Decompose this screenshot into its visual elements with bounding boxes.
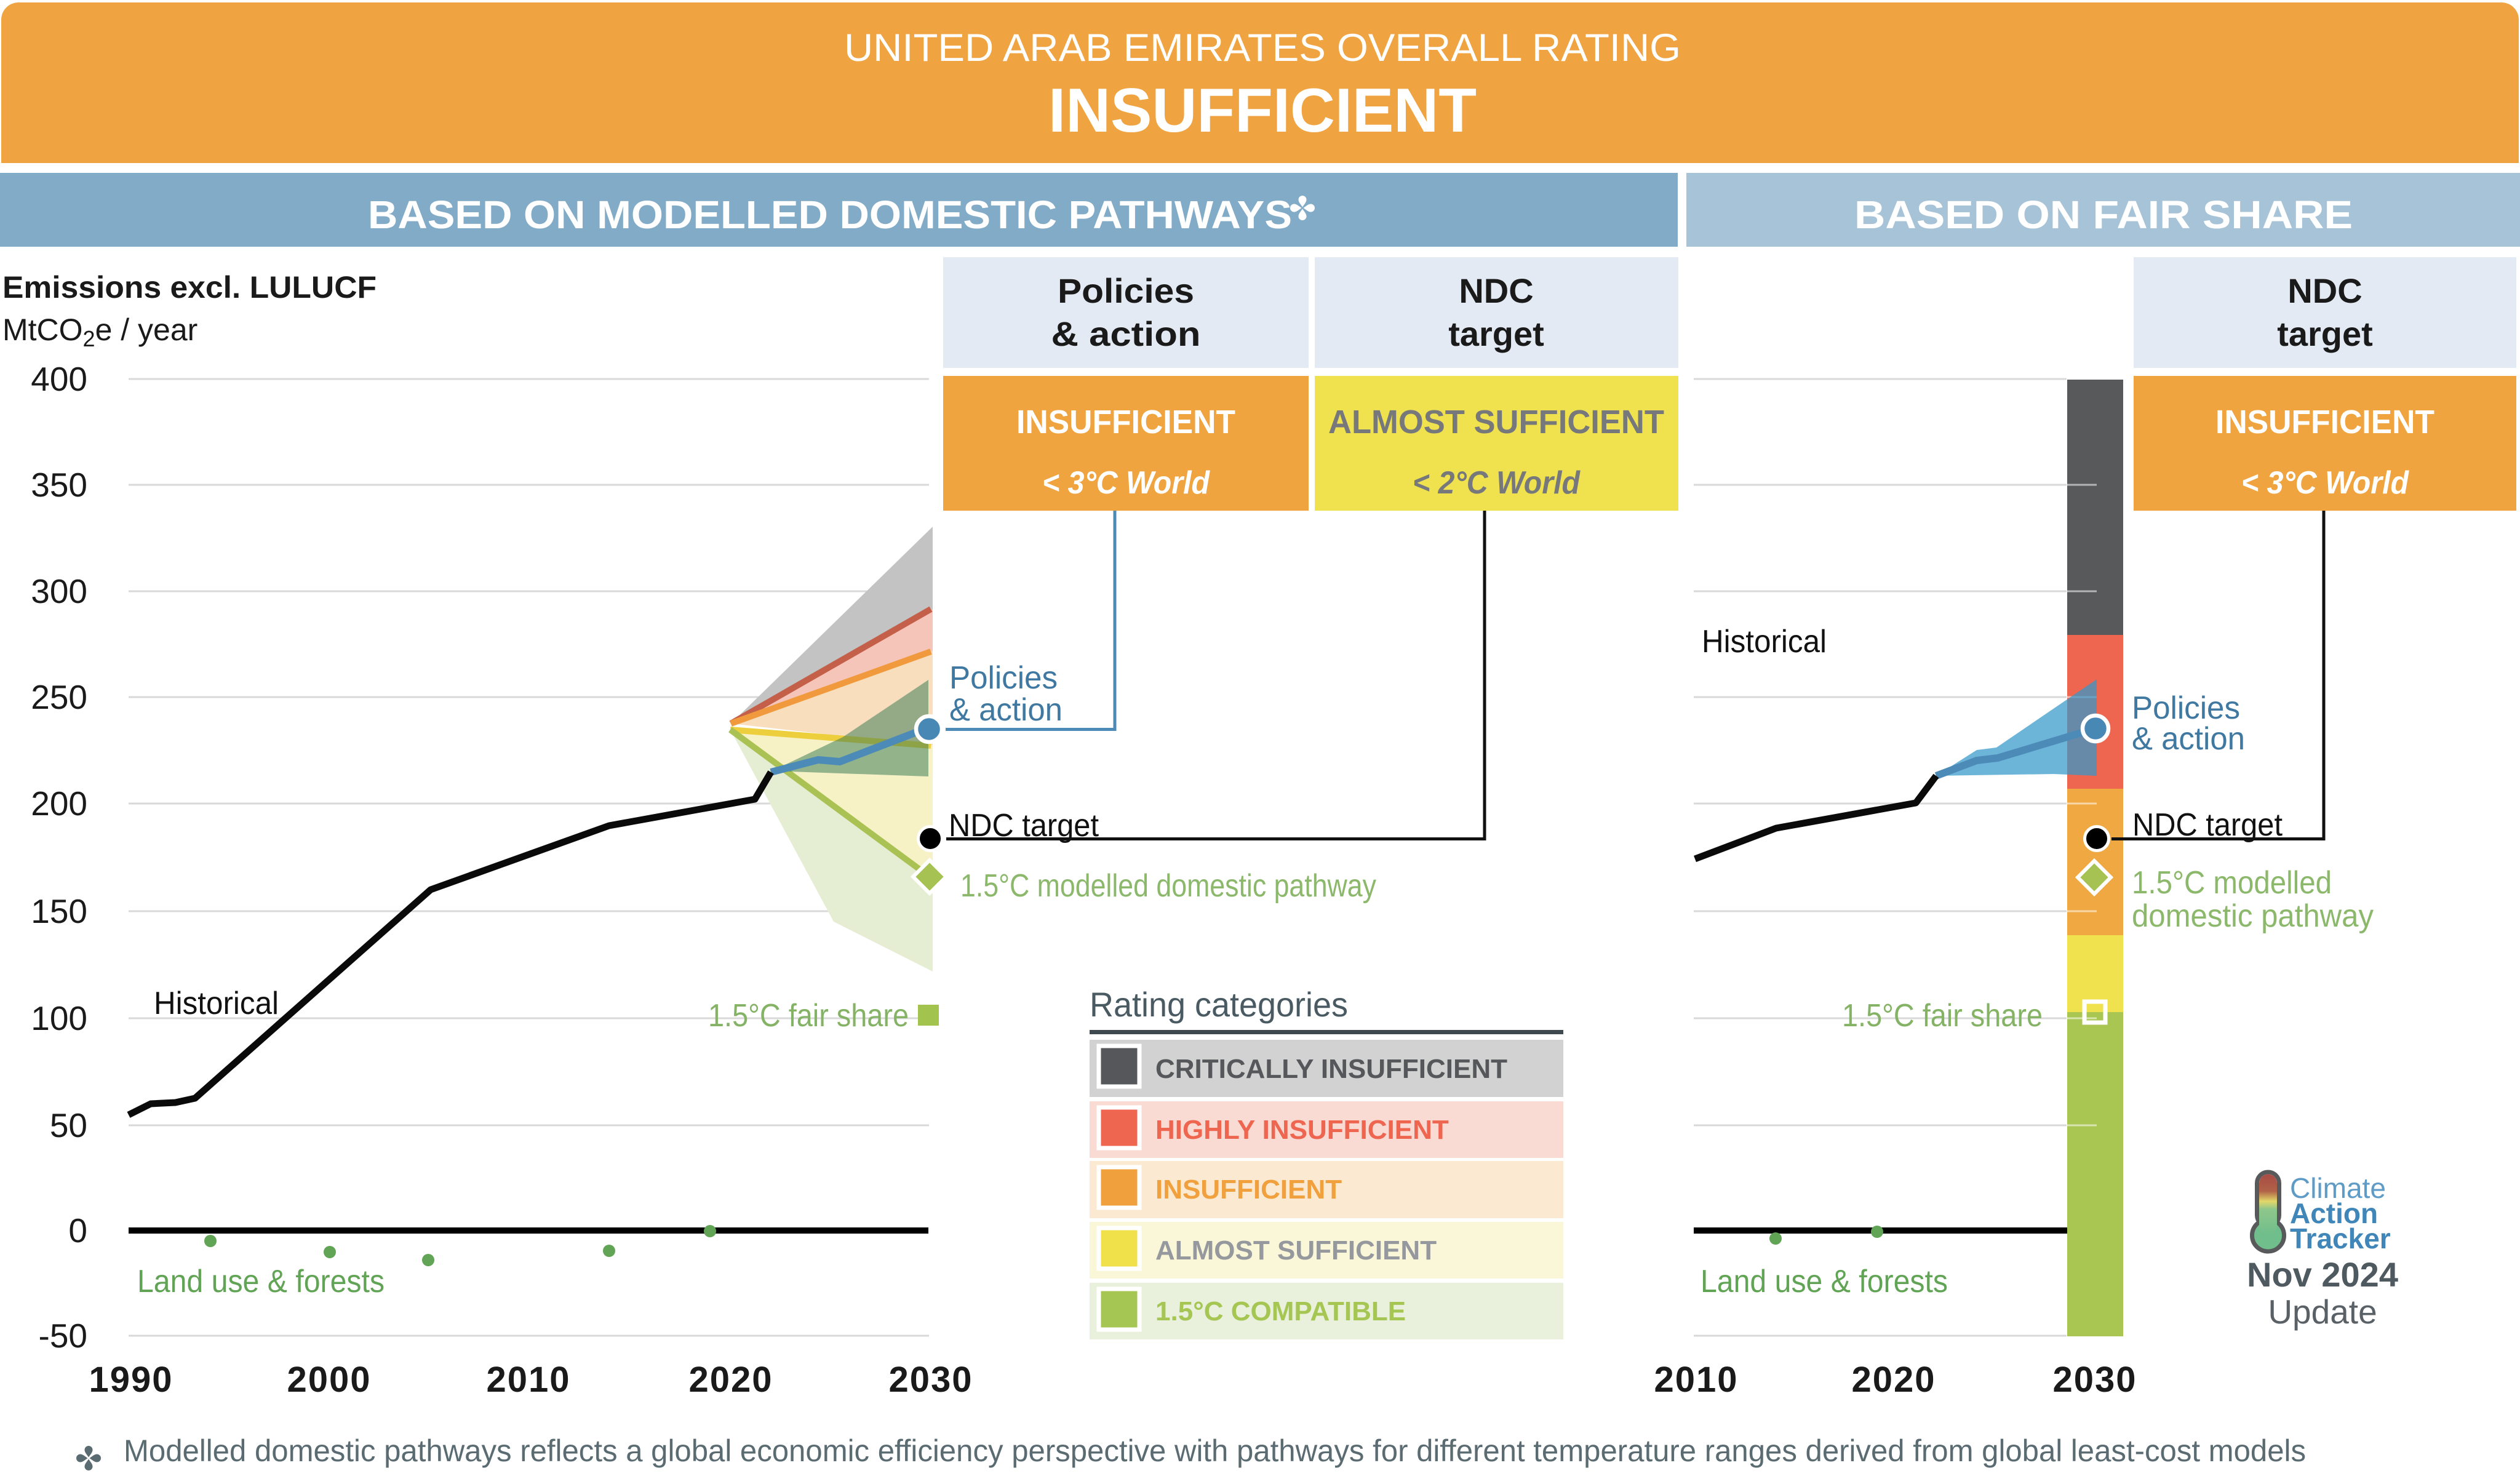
svg-text:Rating categories: Rating categories xyxy=(1090,985,1348,1024)
svg-text:Policies: Policies xyxy=(949,660,1058,696)
svg-text:Historical: Historical xyxy=(1702,624,1827,660)
svg-text:Nov 2024: Nov 2024 xyxy=(2247,1255,2398,1294)
svg-text:ALMOST SUFFICIENT: ALMOST SUFFICIENT xyxy=(1328,404,1664,441)
svg-text:2010: 2010 xyxy=(1654,1360,1738,1400)
svg-text:1990: 1990 xyxy=(89,1360,173,1400)
svg-text:2020: 2020 xyxy=(688,1360,773,1400)
svg-text:NDC target: NDC target xyxy=(949,808,1099,844)
svg-text:2030: 2030 xyxy=(888,1360,973,1400)
svg-text:INSUFFICIENT: INSUFFICIENT xyxy=(2215,404,2434,441)
svg-text:1.5°C fair share: 1.5°C fair share xyxy=(1842,998,2043,1034)
svg-text:NDC target: NDC target xyxy=(2132,807,2283,843)
svg-text:& action: & action xyxy=(949,692,1063,728)
svg-text:CRITICALLY INSUFFICIENT: CRITICALLY INSUFFICIENT xyxy=(1155,1054,1507,1084)
svg-text:2020: 2020 xyxy=(1851,1360,1936,1400)
svg-text:2030: 2030 xyxy=(2052,1360,2137,1400)
svg-text:200: 200 xyxy=(31,784,87,823)
svg-text:HIGHLY INSUFFICIENT: HIGHLY INSUFFICIENT xyxy=(1155,1115,1449,1145)
svg-text:< 3°C World: < 3°C World xyxy=(1042,465,1210,501)
svg-text:2010: 2010 xyxy=(486,1360,570,1400)
svg-text:Historical: Historical xyxy=(154,986,279,1021)
svg-text:BASED ON MODELLED DOMESTIC PAT: BASED ON MODELLED DOMESTIC PATHWAYS xyxy=(368,193,1292,237)
svg-text:& action: & action xyxy=(1051,314,1201,353)
svg-text:& action: & action xyxy=(2132,721,2245,757)
svg-text:Modelled domestic pathways ref: Modelled domestic pathways reflects a gl… xyxy=(124,1434,2306,1468)
svg-text:MtCO2e / year: MtCO2e / year xyxy=(2,313,197,351)
svg-text:50: 50 xyxy=(50,1106,87,1144)
svg-text:Land use & forests: Land use & forests xyxy=(137,1264,385,1299)
svg-text:Emissions excl. LULUCF: Emissions excl. LULUCF xyxy=(2,270,377,305)
svg-text:1.5°C COMPATIBLE: 1.5°C COMPATIBLE xyxy=(1155,1296,1406,1326)
svg-text:Policies: Policies xyxy=(1058,271,1194,310)
svg-text:BASED ON FAIR SHARE: BASED ON FAIR SHARE xyxy=(1854,193,2353,237)
svg-text:UNITED ARAB EMIRATES OVERALL R: UNITED ARAB EMIRATES OVERALL RATING xyxy=(844,26,1681,70)
svg-text:target: target xyxy=(1448,314,1544,353)
svg-text:INSUFFICIENT: INSUFFICIENT xyxy=(1155,1175,1342,1205)
svg-text:250: 250 xyxy=(31,678,87,716)
svg-text:NDC: NDC xyxy=(1459,271,1533,310)
svg-text:Action: Action xyxy=(2290,1197,2378,1229)
svg-text:domestic pathway: domestic pathway xyxy=(2132,898,2374,934)
svg-text:1.5°C modelled: 1.5°C modelled xyxy=(2132,865,2332,901)
svg-text:Climate: Climate xyxy=(2290,1172,2386,1204)
svg-text:Tracker: Tracker xyxy=(2290,1223,2391,1255)
svg-text:1.5°C modelled domestic pathwa: 1.5°C modelled domestic pathway xyxy=(960,868,1376,904)
svg-text:100: 100 xyxy=(31,999,87,1037)
svg-text:-50: -50 xyxy=(39,1317,88,1355)
svg-text:Policies: Policies xyxy=(2132,690,2240,726)
svg-text:ALMOST SUFFICIENT: ALMOST SUFFICIENT xyxy=(1155,1235,1437,1266)
svg-text:INSUFFICIENT: INSUFFICIENT xyxy=(1048,76,1477,145)
svg-text:300: 300 xyxy=(31,572,87,610)
svg-text:350: 350 xyxy=(31,466,87,504)
svg-text:1.5°C fair share: 1.5°C fair share xyxy=(708,998,909,1034)
svg-text:< 2°C World: < 2°C World xyxy=(1413,465,1581,501)
svg-text:Land use & forests: Land use & forests xyxy=(1701,1264,1948,1299)
svg-text:400: 400 xyxy=(31,360,87,398)
svg-text:< 3°C World: < 3°C World xyxy=(2241,465,2409,501)
svg-text:Update: Update xyxy=(2268,1293,2377,1331)
svg-text:0: 0 xyxy=(68,1211,87,1250)
svg-text:target: target xyxy=(2277,314,2373,353)
svg-text:2000: 2000 xyxy=(287,1360,371,1400)
svg-text:NDC: NDC xyxy=(2287,271,2362,310)
svg-text:150: 150 xyxy=(31,892,87,930)
svg-text:INSUFFICIENT: INSUFFICIENT xyxy=(1016,404,1235,441)
